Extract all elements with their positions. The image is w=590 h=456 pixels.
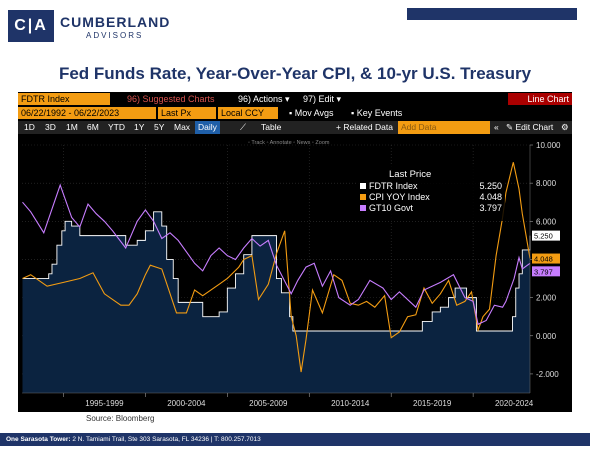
legend-series-name: GT10 Govt	[369, 203, 414, 213]
y-tick-label: 2.000	[536, 294, 557, 303]
legend-swatch	[360, 205, 366, 211]
last-px-field[interactable]: Last Px	[158, 107, 216, 119]
chart-type-label: Line Chart	[508, 93, 572, 105]
line-chart-icon[interactable]: ⟋	[240, 122, 246, 132]
footer-bar: One Sarasota Tower: 2 N. Tamiami Trail, …	[0, 433, 590, 446]
legend-swatch	[360, 194, 366, 200]
gt10-series-line	[22, 183, 531, 326]
period-1y[interactable]: 1Y	[134, 122, 145, 132]
last-value-badges: 5.250 4.048 3.797	[532, 230, 560, 277]
legend-series-name: FDTR Index	[369, 181, 418, 191]
chart-tools: ◦ Track ◦ Annotate ◦ News ◦ Zoom	[248, 140, 330, 146]
period-6m[interactable]: 6M	[87, 122, 99, 132]
terminal-params: 06/22/1992 - 06/22/2023 Last Px Local CC…	[18, 107, 572, 120]
mov-avgs-label: Mov Avgs	[294, 108, 334, 118]
actions-menu[interactable]: 96) Actions ▾	[238, 94, 290, 104]
currency-field[interactable]: Local CCY	[218, 107, 278, 119]
related-data-button[interactable]: + Related Data	[336, 122, 393, 132]
table-button[interactable]: Table	[261, 122, 282, 132]
logo: C|A	[8, 10, 54, 42]
y-tick-label: 8.000	[536, 179, 557, 188]
last-value-label: 4.048	[534, 255, 553, 264]
legend-swatch	[360, 183, 366, 189]
x-tick-label: 2015-2019	[413, 399, 452, 408]
fdtr-area	[22, 211, 531, 393]
period-5y[interactable]: 5Y	[154, 122, 165, 132]
daily-select[interactable]: Daily	[195, 121, 220, 134]
source-note: Source: Bloomberg	[86, 414, 155, 423]
x-tick-label: 1995-1999	[85, 399, 124, 408]
footer-address: 2 N. Tamiami Trail, Ste 303 Sarasota, FL…	[72, 436, 261, 443]
ticker-field[interactable]: FDTR Index	[18, 93, 110, 105]
edit-chart-label: Edit Chart	[515, 122, 554, 132]
series-lines	[22, 162, 531, 373]
last-value-badge	[532, 253, 560, 264]
period-ytd[interactable]: YTD	[108, 122, 125, 132]
cpi-series-line	[22, 162, 531, 373]
chart-plot: ◦ Track ◦ Annotate ◦ News ◦ Zoom 10.000 8…	[18, 135, 572, 412]
brand-name: CUMBERLAND	[60, 14, 171, 30]
add-data-input[interactable]: Add Data	[398, 121, 490, 134]
period-max[interactable]: Max	[174, 122, 191, 132]
x-tick-label: 2010-2014	[331, 399, 370, 408]
period-tabs: 1D 3D 1M 6M YTD 1Y 5Y Max Daily ⟋ Table …	[18, 121, 572, 134]
suggested-charts-button[interactable]: 96) Suggested Charts	[127, 94, 215, 104]
x-tick-label: 2000-2004	[167, 399, 206, 408]
x-axis: 1995-1999 2000-2004 2005-2009 2010-2014 2015…	[22, 392, 534, 408]
period-1d[interactable]: 1D	[24, 122, 35, 132]
key-events-label: Key Events	[356, 108, 403, 118]
x-tick-label: 2005-2009	[249, 399, 288, 408]
last-value-badge	[532, 266, 560, 277]
terminal-toolbar: FDTR Index 96) Suggested Charts 96) Acti…	[18, 92, 572, 106]
y-tick-label: -2.000	[536, 370, 559, 379]
last-value-label: 3.797	[534, 267, 553, 276]
legend-series-value: 3.797	[479, 203, 502, 213]
edit-menu[interactable]: 97) Edit ▾	[303, 94, 342, 104]
x-tick-label: 2020-2024	[495, 399, 534, 408]
mov-avgs-checkbox[interactable]: ▪ Mov Avgs	[289, 108, 334, 118]
bloomberg-terminal: FDTR Index 96) Suggested Charts 96) Acti…	[18, 92, 572, 412]
fdtr-series-line	[22, 211, 531, 332]
period-1m[interactable]: 1M	[66, 122, 78, 132]
legend-series-value: 4.048	[479, 192, 502, 202]
legend-title: Last Price	[389, 169, 431, 180]
last-value-label: 5.250	[534, 232, 553, 241]
period-3d[interactable]: 3D	[45, 122, 56, 132]
legend-box	[357, 165, 505, 221]
legend-series-value: 5.250	[479, 181, 502, 191]
collapse-icon[interactable]: «	[494, 122, 499, 132]
page-title: Fed Funds Rate, Year-Over-Year CPI, & 10…	[58, 64, 532, 83]
fdtr-area-fill	[22, 211, 531, 393]
date-range-field[interactable]: 06/22/1992 - 06/22/2023	[18, 107, 156, 119]
gear-icon[interactable]: ⚙	[561, 122, 569, 132]
legend-series-name: CPI YOY Index	[369, 192, 430, 202]
y-tick-label: 0.000	[536, 332, 557, 341]
y-tick-label: 6.000	[536, 217, 557, 226]
y-tick-label: 10.000	[536, 141, 561, 150]
footer-address-title: One Sarasota Tower:	[6, 436, 71, 443]
last-value-badge	[532, 230, 560, 241]
key-events-checkbox[interactable]: ▪ Key Events	[351, 108, 403, 118]
edit-chart-button[interactable]: ✎ Edit Chart	[506, 122, 554, 132]
brand-subtitle: ADVISORS	[86, 31, 144, 40]
header-accent-bar	[407, 8, 577, 20]
